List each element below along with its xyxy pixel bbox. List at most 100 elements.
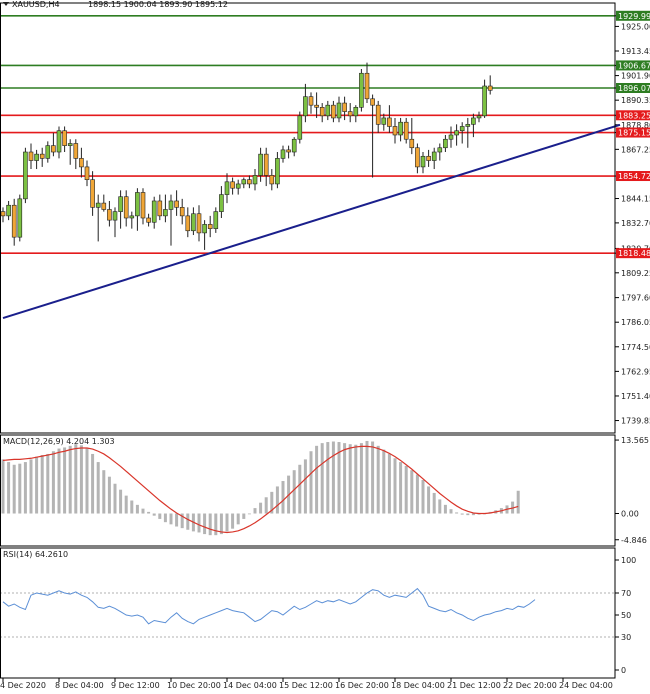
candle-body (258, 153, 263, 176)
macd-histogram-bar (18, 463, 22, 514)
candle-body (191, 213, 196, 232)
macd-histogram-bar (410, 470, 414, 514)
candle-body (219, 194, 224, 212)
candle-body (459, 126, 465, 132)
macd-signal-line (2, 445, 519, 534)
macd-histogram-bar (57, 448, 61, 514)
candle-body (471, 117, 476, 125)
candle-body (17, 198, 23, 238)
time-axis: 4 Dec 2020 8 Dec 04:00 9 Dec 12:00 10 Dec 2… (0, 678, 613, 690)
macd-histogram-bar (180, 513, 184, 529)
ohlc-label: 1898.15 1900.04 1893.90 1895.12 (88, 0, 228, 9)
chevron-down-icon[interactable] (3, 2, 9, 6)
x-tick-label: 15 Dec 12:00 (279, 681, 333, 690)
x-tick-label: 10 Dec 20:00 (167, 681, 221, 690)
candle-body (437, 147, 443, 153)
macd-histogram-bar (219, 513, 223, 535)
macd-histogram-bar (443, 504, 447, 514)
candle-body (179, 207, 185, 217)
candle-body (392, 126, 398, 136)
macd-histogram-bar (432, 492, 436, 514)
y-tick-label: 1844.15 (621, 195, 650, 204)
y-tick-label: 1774.50 (621, 343, 650, 352)
macd-histogram-bar (471, 513, 475, 516)
macd-histogram-bar (231, 513, 235, 529)
macd-histogram-bar (130, 500, 134, 514)
candle-body (359, 72, 364, 108)
candle-body (11, 204, 17, 238)
level-price-tag (616, 82, 650, 93)
candle-body (336, 102, 342, 119)
chart-frame (0, 2, 616, 679)
macd-histogram-bar (51, 451, 55, 514)
candle-body (28, 151, 34, 161)
level-price-tag (616, 127, 650, 138)
macd-histogram-bar (247, 513, 251, 515)
macd-histogram-bar (85, 448, 89, 514)
macd-histogram-bar (107, 476, 111, 514)
candle-body (185, 215, 191, 232)
level-price-label: 1818.48 (618, 249, 650, 258)
macd-histogram-bar (40, 455, 44, 514)
y-tick-label: 0 (621, 666, 626, 675)
macd-panel: MACD(12,26,9) 4.204 1.303 13.565 0.00 -4.84… (1, 436, 649, 545)
macd-histogram-bar (225, 513, 229, 532)
candle-body (23, 151, 28, 200)
macd-histogram-bar (421, 479, 425, 514)
macd-histogram-bar (135, 504, 139, 514)
level-price-label: 1854.72 (618, 172, 650, 181)
candle-body (269, 175, 275, 185)
candle-body (101, 202, 107, 210)
macd-histogram-bar (393, 458, 397, 514)
candle-body (286, 149, 291, 153)
candle-body (308, 96, 314, 106)
y-tick-label: 1762.95 (621, 367, 650, 376)
candle-body (247, 179, 252, 185)
candle-body (39, 153, 45, 159)
level-price-tag (616, 10, 650, 21)
panel-border (0, 434, 616, 547)
macd-histogram-bar (169, 513, 173, 525)
macd-histogram-bar (7, 462, 11, 514)
candle-body (263, 153, 269, 176)
macd-histogram-bar (96, 462, 100, 514)
macd-title: MACD(12,26,9) 4.204 1.303 (3, 437, 115, 446)
macd-histogram-bar (326, 442, 330, 514)
candle-body (174, 200, 179, 208)
candle-body (107, 209, 112, 221)
candle-body (241, 179, 247, 185)
candle-body (0, 211, 6, 217)
macd-histogram-bar (152, 513, 156, 516)
trendline (2, 123, 621, 320)
y-tick-label: 50 (621, 611, 631, 620)
macd-histogram-bar (449, 509, 453, 514)
y-tick-label: 1832.70 (621, 219, 650, 228)
macd-histogram-bar (91, 453, 95, 514)
level-price-tag (616, 248, 650, 259)
candle-body (146, 217, 151, 223)
candle-body (275, 158, 280, 185)
macd-histogram-bar (281, 481, 285, 514)
candle-body (375, 104, 381, 125)
macd-histogram-bar (242, 513, 246, 519)
macd-histogram-bar (236, 513, 240, 525)
candle-body (409, 138, 415, 149)
macd-histogram-bar (455, 512, 459, 514)
macd-histogram-bar (320, 443, 324, 514)
macd-histogram-bar (399, 462, 403, 514)
macd-histogram-bar (466, 513, 470, 516)
macd-histogram-bar (270, 491, 274, 514)
candle-body (34, 153, 39, 161)
macd-histogram-bar (29, 459, 33, 514)
macd-histogram-bar (124, 495, 128, 514)
candle-body (129, 215, 135, 219)
x-tick-label: 24 Dec 04:00 (559, 681, 613, 690)
candle-body (465, 124, 471, 127)
y-tick-label: 1739.85 (621, 417, 650, 426)
macd-histogram-bar (259, 502, 263, 514)
y-tick-label: 1913.45 (621, 47, 650, 56)
candle-body (415, 147, 420, 168)
candle-body (79, 158, 84, 168)
candle-body (353, 107, 359, 117)
macd-histogram-bar (141, 508, 145, 514)
